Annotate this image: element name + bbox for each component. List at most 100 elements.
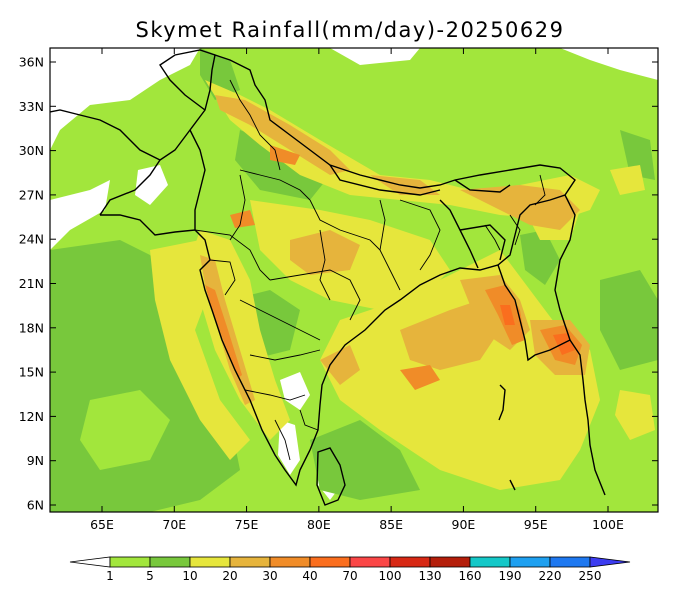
shade-30-40-rajasthan: [230, 210, 255, 228]
colorbar-right-arrow: [589, 556, 631, 568]
lat-label: 21N: [19, 276, 44, 291]
colorbar-segment: [509, 556, 551, 568]
border-afghan: [50, 109, 161, 161]
coastline-nicobar: [509, 479, 516, 491]
lat-label: 27N: [19, 187, 44, 202]
coastline-andaman: [498, 384, 506, 421]
shade-20-30-nepal: [370, 175, 440, 195]
lat-label: 36N: [19, 55, 44, 70]
colorbar-label: 70: [342, 569, 357, 583]
state-haryana: [239, 169, 311, 201]
colorbar-segment: [429, 556, 471, 568]
lon-label: 85E: [379, 517, 403, 532]
colorbar-segment: [229, 556, 271, 568]
shade-40-70-bangladesh: [500, 305, 515, 325]
lon-label: 90E: [452, 517, 476, 532]
lon-label: 80E: [307, 517, 331, 532]
colorbar-segment: [269, 556, 311, 568]
state-rajasthan-s: [194, 229, 271, 281]
colorbar-label: 1: [106, 569, 114, 583]
state-boundaries: [194, 79, 546, 461]
lat-label: 9N: [27, 453, 44, 468]
colorbar-segment: [469, 556, 511, 568]
colorbar: 1 5 10 20 30 40 70 100 130 160 190 220 250: [69, 556, 631, 583]
shade-5-10-south: [310, 420, 420, 500]
state-maharashtra-s: [239, 299, 321, 341]
lon-label: 100E: [592, 517, 624, 532]
colorbar-label: 190: [499, 569, 522, 583]
state-rajasthan-e: [229, 174, 246, 241]
coastline-main: [100, 214, 606, 496]
shade-none-w: [50, 180, 110, 250]
border-bhutan: [454, 179, 511, 193]
colorbar-label: 10: [182, 569, 197, 583]
coastline-srilanka: [316, 447, 346, 506]
border-nepal: [329, 164, 441, 196]
lat-label: 33N: [19, 99, 44, 114]
state-chhattisgarh: [319, 229, 331, 301]
colorbar-label: 100: [379, 569, 402, 583]
lat-label: 12N: [19, 409, 44, 424]
shade-10-20-ne-patch: [610, 165, 645, 195]
shade-10-20-bay: [320, 250, 600, 490]
lon-axis: 65E 70E 75E 80E 85E 90E 95E 100E: [90, 48, 624, 532]
lat-label: 30N: [19, 143, 44, 158]
rainfall-shading: [50, 48, 658, 512]
state-arunachal: [534, 174, 546, 206]
border-india-pakistan: [189, 129, 206, 230]
state-meghalaya: [484, 224, 501, 251]
colorbar-left-arrow: [69, 556, 111, 568]
lat-label: 18N: [19, 320, 44, 335]
colorbar-label: 130: [419, 569, 442, 583]
lat-label: 24N: [19, 232, 44, 247]
colorbar-segment: [389, 556, 431, 568]
border-bangladesh-n: [459, 224, 506, 261]
border-myanmar: [554, 194, 576, 341]
shade-20-30-assam: [460, 185, 580, 230]
colorbar-label: 30: [262, 569, 277, 583]
shade-30-40-bay: [400, 365, 440, 390]
shade-none-nw: [50, 48, 200, 150]
lat-label: 15N: [19, 365, 44, 380]
lon-label: 70E: [162, 517, 186, 532]
shade-20-30-ap-coast: [320, 345, 360, 385]
state-up-s: [309, 199, 381, 251]
shade-5-10-east: [600, 270, 658, 370]
shade-none-ne: [560, 48, 658, 80]
shade-30-40-westcoast: [205, 285, 242, 378]
shade-5-10-north: [235, 130, 330, 200]
shade-none-n: [330, 48, 420, 65]
shade-10-20-arabian: [150, 240, 250, 460]
state-gujarat: [209, 259, 236, 296]
colorbar-label: 250: [579, 569, 602, 583]
colorbar-label: 20: [222, 569, 237, 583]
boundaries: [50, 49, 606, 506]
colorbar-label: 40: [302, 569, 317, 583]
colorbar-segment: [189, 556, 231, 568]
colorbar-segment: [149, 556, 191, 568]
border-north: [99, 54, 576, 266]
colorbar-segment: [349, 556, 391, 568]
state-manipur: [509, 214, 521, 246]
shade-5-10-myanmar: [520, 230, 560, 285]
lon-label: 75E: [235, 517, 259, 532]
state-kerala-tn: [274, 419, 291, 461]
colorbar-label: 5: [146, 569, 154, 583]
state-bihar-jh: [379, 199, 401, 291]
colorbar-segment: [309, 556, 351, 568]
plot-frame: [49, 47, 659, 513]
colorbar-label: 160: [459, 569, 482, 583]
shade-20-30-mp: [290, 230, 360, 275]
lat-axis: 36N 33N 30N 27N 24N 21N 18N 15N 12N 9N 6N: [19, 55, 658, 513]
colorbar-segment: [549, 556, 591, 568]
state-karnataka-n: [244, 389, 306, 401]
map-title: Skymet Rainfall(mm/day)-20250629: [135, 18, 565, 42]
colorbar-label: 220: [539, 569, 562, 583]
shade-1-5-arabian-patch: [80, 390, 170, 470]
shade-10-20-se-patch: [615, 390, 655, 440]
colorbar-segment: [109, 556, 151, 568]
lon-label: 95E: [524, 517, 548, 532]
state-mp-s: [269, 269, 361, 321]
lon-label: 65E: [90, 517, 114, 532]
